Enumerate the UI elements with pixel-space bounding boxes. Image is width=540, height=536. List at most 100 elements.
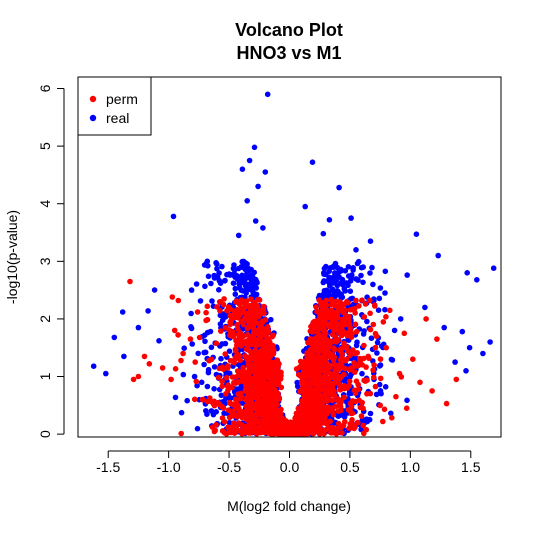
data-point-real bbox=[327, 265, 334, 271]
data-point-perm bbox=[339, 350, 345, 357]
data-point-perm bbox=[381, 406, 388, 413]
data-point-perm bbox=[377, 356, 384, 362]
data-point-perm bbox=[443, 400, 450, 407]
data-point-real bbox=[474, 277, 480, 283]
data-point-real bbox=[178, 409, 185, 416]
data-point-real bbox=[235, 361, 242, 368]
data-point-perm bbox=[334, 367, 341, 373]
data-point-perm bbox=[311, 365, 318, 372]
data-point-real bbox=[339, 276, 346, 283]
data-point-real bbox=[367, 270, 373, 276]
data-point-perm bbox=[223, 391, 229, 397]
data-point-perm bbox=[339, 430, 345, 436]
data-point-real bbox=[188, 287, 195, 293]
data-point-real bbox=[404, 397, 410, 404]
data-point-perm bbox=[377, 375, 384, 382]
data-point-real bbox=[211, 275, 218, 281]
data-point-perm bbox=[242, 300, 248, 306]
data-point-perm bbox=[335, 307, 342, 313]
data-point-perm bbox=[328, 307, 335, 314]
data-point-real bbox=[376, 295, 383, 302]
data-point-perm bbox=[259, 308, 265, 315]
data-point-perm bbox=[306, 427, 312, 433]
data-point-perm bbox=[309, 387, 315, 393]
data-point-real bbox=[217, 312, 224, 319]
data-point-perm bbox=[298, 362, 305, 369]
data-point-real bbox=[202, 338, 208, 345]
data-point-real bbox=[364, 318, 370, 325]
data-point-perm bbox=[219, 378, 225, 385]
data-point-perm bbox=[257, 334, 264, 341]
data-point-real bbox=[232, 285, 239, 292]
data-point-perm bbox=[316, 430, 323, 437]
data-point-perm bbox=[338, 346, 345, 352]
data-point-perm bbox=[304, 350, 311, 356]
data-point-perm bbox=[309, 397, 315, 404]
data-point-perm bbox=[253, 359, 259, 366]
data-point-perm bbox=[320, 408, 326, 414]
data-point-perm bbox=[250, 394, 256, 401]
data-point-real bbox=[366, 416, 373, 423]
data-point-perm bbox=[330, 425, 337, 432]
data-point-perm bbox=[309, 329, 316, 335]
data-point-perm bbox=[373, 333, 380, 340]
data-point-perm bbox=[329, 298, 335, 305]
data-point-perm bbox=[298, 403, 305, 410]
data-point-perm bbox=[329, 331, 336, 338]
data-point-perm bbox=[240, 333, 247, 339]
data-point-real bbox=[341, 414, 348, 420]
data-point-perm bbox=[331, 346, 338, 353]
data-point-perm bbox=[251, 355, 257, 362]
data-point-real bbox=[252, 276, 259, 283]
data-point-perm bbox=[199, 396, 206, 403]
data-point-real bbox=[145, 308, 151, 314]
data-point-perm bbox=[256, 340, 263, 347]
data-point-perm bbox=[227, 319, 233, 325]
data-point-real bbox=[244, 198, 250, 204]
data-point-perm bbox=[318, 345, 324, 352]
data-point-perm bbox=[141, 353, 148, 360]
data-point-perm bbox=[256, 297, 263, 303]
data-point-perm bbox=[329, 318, 335, 325]
data-point-real bbox=[316, 292, 323, 299]
data-point-perm bbox=[371, 362, 377, 368]
data-point-perm bbox=[329, 397, 336, 404]
data-point-real bbox=[111, 334, 118, 341]
y-tick-label: 0 bbox=[37, 430, 53, 438]
data-point-perm bbox=[252, 307, 259, 314]
data-point-perm bbox=[387, 307, 393, 314]
data-point-perm bbox=[246, 320, 253, 327]
data-point-real bbox=[218, 355, 224, 362]
data-point-perm bbox=[243, 416, 250, 423]
data-point-perm bbox=[192, 359, 198, 365]
data-point-real bbox=[226, 370, 233, 377]
data-point-perm bbox=[271, 428, 278, 435]
data-point-real bbox=[345, 264, 352, 270]
data-point-real bbox=[191, 373, 198, 380]
x-tick-label: -1.5 bbox=[96, 459, 120, 475]
data-point-perm bbox=[204, 303, 211, 310]
data-point-real bbox=[172, 394, 179, 401]
data-point-perm bbox=[169, 294, 176, 300]
data-point-real bbox=[359, 370, 365, 377]
data-point-real bbox=[234, 276, 241, 283]
data-point-real bbox=[480, 350, 486, 357]
data-point-perm bbox=[187, 336, 194, 342]
data-point-real bbox=[204, 383, 211, 390]
data-point-perm bbox=[332, 403, 339, 410]
data-point-perm bbox=[216, 401, 223, 408]
data-point-perm bbox=[269, 333, 276, 340]
data-point-perm bbox=[345, 407, 352, 413]
data-point-real bbox=[435, 252, 442, 259]
data-point-perm bbox=[224, 365, 231, 371]
data-point-perm bbox=[319, 362, 326, 369]
data-point-perm bbox=[267, 361, 273, 367]
data-point-real bbox=[294, 379, 301, 386]
data-point-perm bbox=[320, 357, 327, 364]
data-point-real bbox=[242, 261, 248, 267]
data-point-real bbox=[382, 290, 388, 296]
data-point-perm bbox=[248, 296, 254, 303]
x-tick-label: 0.5 bbox=[340, 459, 360, 475]
data-point-perm bbox=[327, 418, 334, 425]
data-point-perm bbox=[325, 377, 331, 384]
